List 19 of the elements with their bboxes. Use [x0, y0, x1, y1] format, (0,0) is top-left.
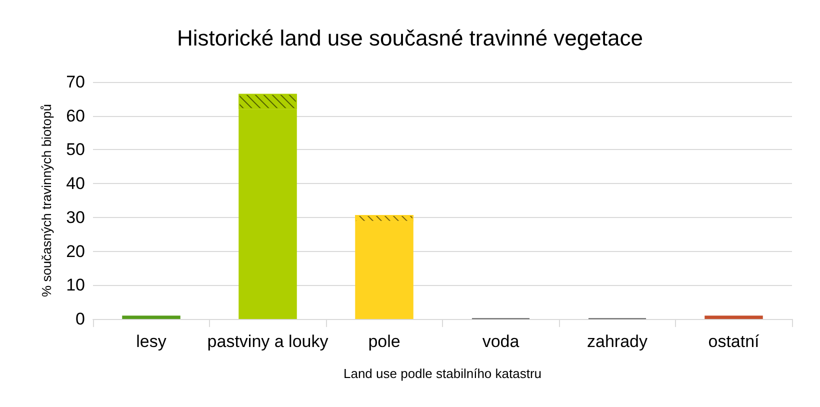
chart-title: Historické land use současné travinné vegetace — [177, 26, 643, 50]
x-tick-label: lesy — [136, 332, 167, 351]
y-tick-label: 30 — [66, 208, 85, 227]
x-tick-label: pastviny a louky — [207, 332, 329, 351]
x-tick-label: pole — [368, 332, 400, 351]
x-tick-label: ostatní — [708, 332, 760, 351]
y-tick-label: 50 — [66, 140, 85, 160]
y-tick-label: 40 — [66, 174, 85, 194]
x-tick-label: voda — [482, 332, 520, 351]
x-tick-label: zahrady — [587, 332, 648, 351]
y-tick-label: 60 — [66, 106, 85, 126]
y-tick-label: 20 — [66, 242, 85, 261]
bar — [122, 316, 180, 319]
y-tick-label: 10 — [66, 276, 85, 295]
y-tick-label: 70 — [66, 72, 85, 92]
x-axis-title: Land use podle stabilního katastru — [343, 366, 542, 381]
y-axis-title: % současných travinných biotopů — [39, 104, 54, 297]
y-tick-label: 0 — [76, 310, 85, 328]
bar — [704, 316, 763, 319]
